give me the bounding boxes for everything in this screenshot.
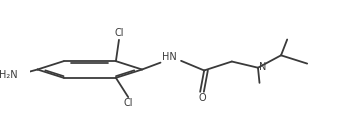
Text: N: N [259, 62, 267, 72]
Text: Cl: Cl [123, 98, 133, 108]
Text: HN: HN [162, 52, 177, 62]
Text: H₂N: H₂N [0, 70, 18, 80]
Text: Cl: Cl [114, 28, 124, 39]
Text: O: O [198, 93, 206, 103]
